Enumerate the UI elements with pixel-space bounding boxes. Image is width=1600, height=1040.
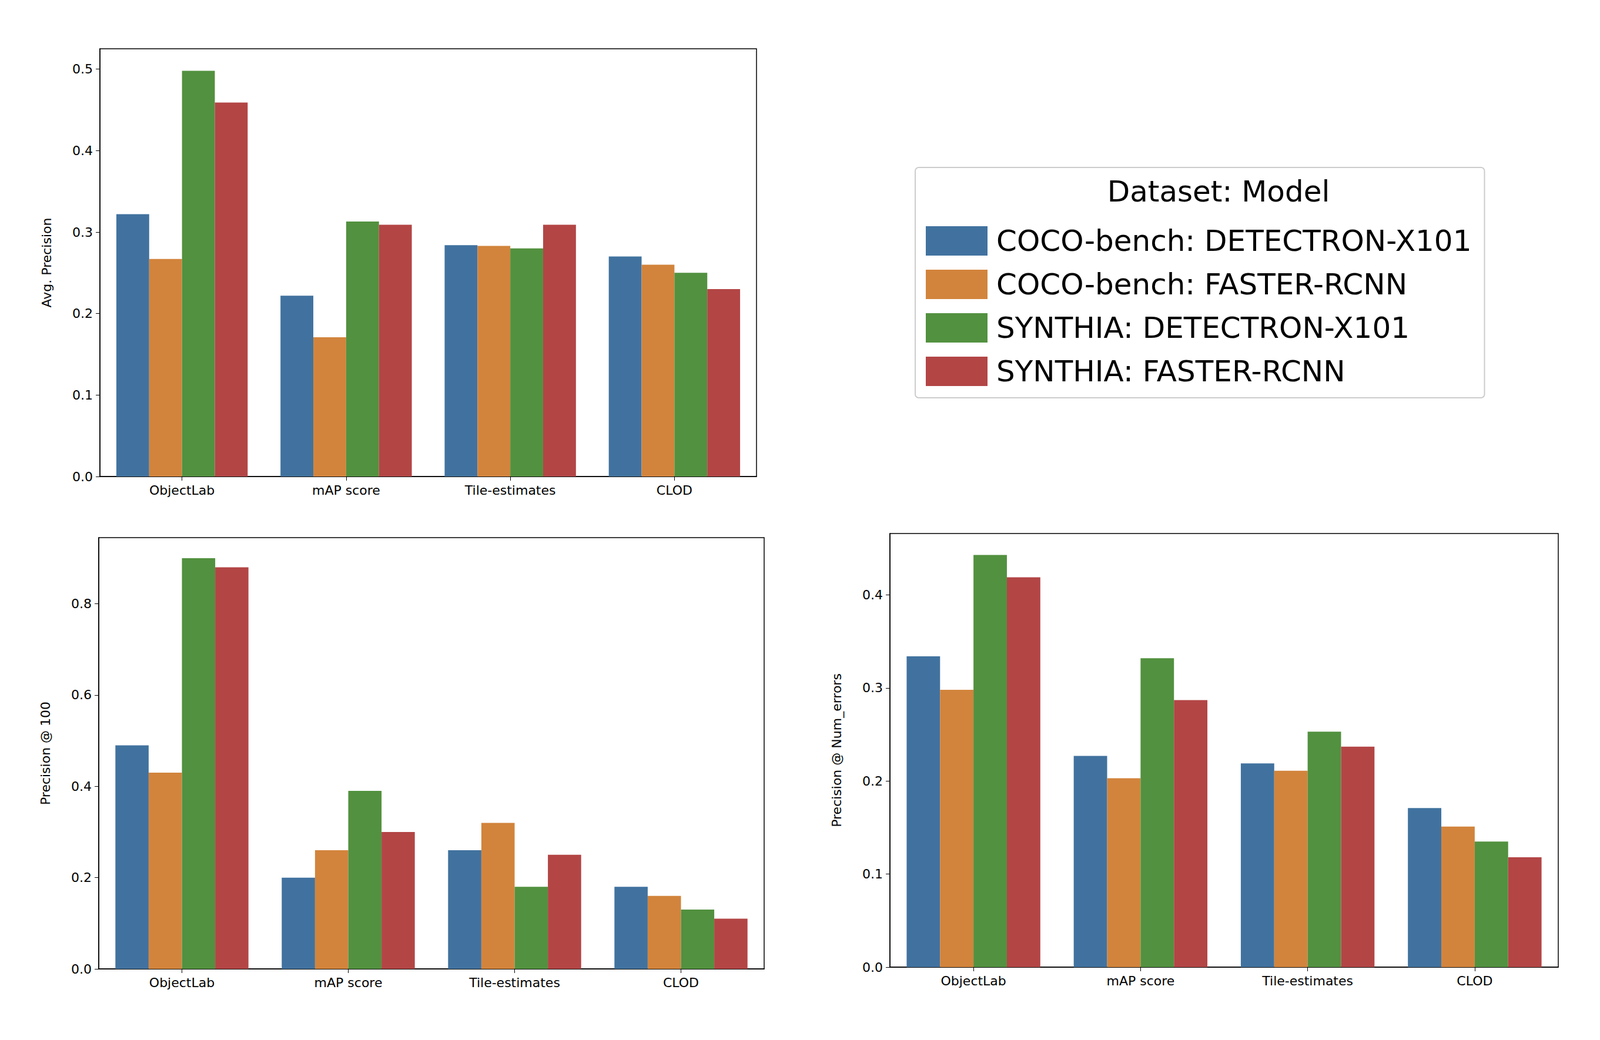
svg-text:COCO-bench: FASTER-RCNN: COCO-bench: FASTER-RCNN [996,267,1408,302]
svg-text:Avg. Precision: Avg. Precision [39,218,55,309]
svg-text:COCO-bench: DETECTRON-X101: COCO-bench: DETECTRON-X101 [996,223,1472,259]
svg-text:Dataset: Model: Dataset: Model [1107,174,1331,209]
svg-text:0.2: 0.2 [71,870,92,886]
svg-text:0.2: 0.2 [72,306,93,321]
svg-text:Precision @ 100: Precision @ 100 [38,701,53,806]
svg-text:0.4: 0.4 [71,779,92,795]
svg-text:0.5: 0.5 [72,61,93,77]
svg-text:Tile-estimates: Tile-estimates [468,975,561,991]
svg-text:Tile-estimates: Tile-estimates [1261,973,1354,989]
svg-text:0.2: 0.2 [862,774,883,789]
svg-text:0.4: 0.4 [72,143,93,159]
svg-text:0.0: 0.0 [72,469,93,485]
svg-text:0.3: 0.3 [862,680,883,696]
svg-text:ObjectLab: ObjectLab [940,973,1006,989]
svg-text:0.1: 0.1 [72,387,93,403]
svg-text:CLOD: CLOD [663,975,699,991]
svg-text:Precision @ Num_errors: Precision @ Num_errors [829,673,845,828]
svg-text:mAP score: mAP score [1106,973,1175,989]
svg-text:mAP score: mAP score [314,975,383,991]
svg-text:ObjectLab: ObjectLab [149,483,215,498]
svg-text:0.6: 0.6 [71,687,92,703]
svg-text:0.3: 0.3 [72,225,93,240]
svg-text:SYNTHIA: DETECTRON-X101: SYNTHIA: DETECTRON-X101 [996,310,1410,346]
svg-text:0.0: 0.0 [862,960,883,976]
svg-text:0.4: 0.4 [862,587,883,603]
svg-text:CLOD: CLOD [656,483,693,498]
svg-text:0.8: 0.8 [71,596,92,612]
svg-text:CLOD: CLOD [1456,973,1493,989]
svg-text:mAP score: mAP score [312,483,381,498]
svg-text:SYNTHIA: FASTER-RCNN: SYNTHIA: FASTER-RCNN [996,354,1346,389]
svg-text:Tile-estimates: Tile-estimates [464,483,557,498]
svg-text:ObjectLab: ObjectLab [149,975,215,991]
svg-text:0.0: 0.0 [71,962,92,977]
svg-text:0.1: 0.1 [862,867,883,882]
